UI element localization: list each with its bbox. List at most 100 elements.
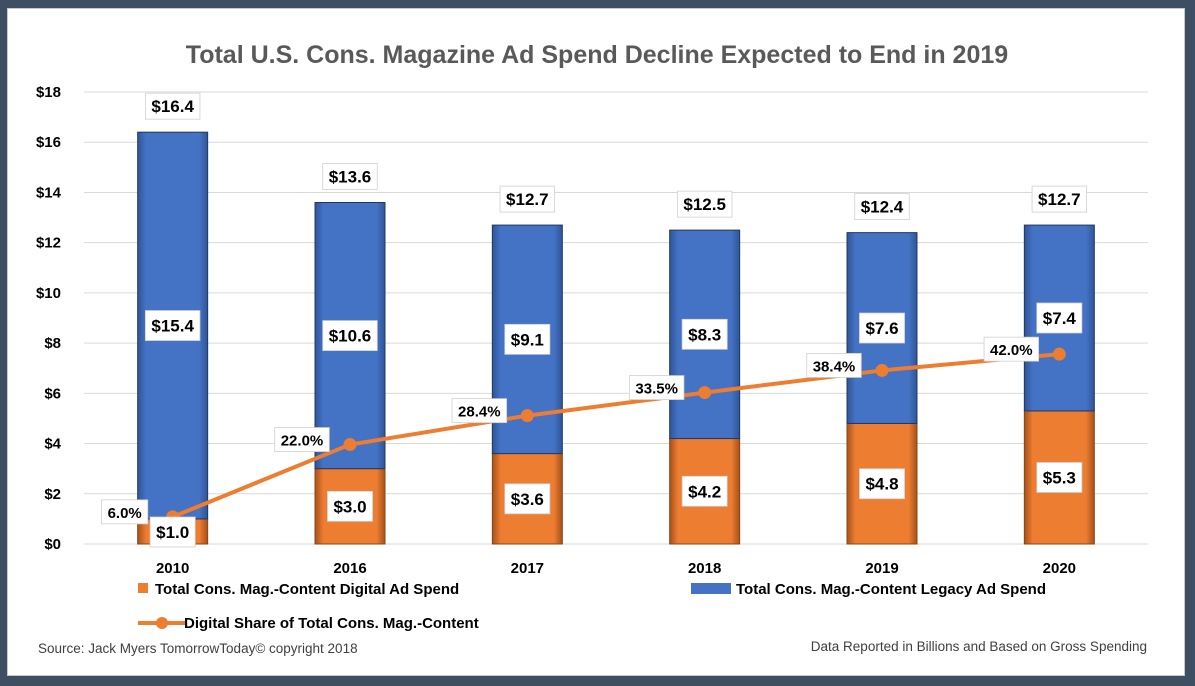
share-point-2016 <box>343 438 357 452</box>
digital-label-2010: $1.0 <box>149 516 196 548</box>
digital-label-2016-text: $3.0 <box>333 497 366 516</box>
digital-label-2016-box <box>327 490 373 522</box>
y-tick-label: $2 <box>44 486 61 503</box>
legacy-label-2010-text: $15.4 <box>151 317 194 336</box>
legacy-label-2016: $10.6 <box>322 320 378 351</box>
total-label-2019-box <box>854 193 910 221</box>
legacy-label-2020: $7.4 <box>1036 302 1083 334</box>
total-label-2020-text: $12.7 <box>1038 190 1081 209</box>
digital-label-2010-text: $1.0 <box>156 523 189 542</box>
gridlines <box>84 91 1148 545</box>
legacy-label-2020-box <box>1036 302 1083 334</box>
share-label-2016-box <box>274 427 330 452</box>
share-label-2018-box <box>628 375 685 400</box>
share-label-2016: 22.0% <box>274 427 330 452</box>
legacy-label-2010: $15.4 <box>144 310 201 341</box>
total-label-2016: $13.6 <box>322 163 378 190</box>
data-labels: $16.4 $15.4 $13.6 $10.6 $12.7 $9.1 $12.5 $8.3 $1… <box>101 92 1088 548</box>
x-tick-label: 2020 <box>1043 560 1076 577</box>
y-tick-label: $16 <box>36 134 61 151</box>
share-label-2010: 6.0% <box>101 499 149 525</box>
digital-label-2018: $4.2 <box>681 475 728 507</box>
legacy-label-2016-text: $10.6 <box>329 327 372 346</box>
legend-item-share: Digital Share of Total Cons. Mag.-Conten… <box>138 615 479 632</box>
digital-label-2018-box <box>681 475 728 507</box>
x-tick-label: 2010 <box>156 560 189 577</box>
share-label-2020-text: 42.0% <box>990 342 1033 359</box>
total-label-2019-text: $12.4 <box>861 198 904 217</box>
share-point-2018 <box>698 386 712 400</box>
total-label-2020: $12.7 <box>1031 185 1088 213</box>
y-tick-label: $10 <box>36 285 61 302</box>
chart-title: Total U.S. Cons. Magazine Ad Spend Decli… <box>186 41 1008 69</box>
total-label-2016-text: $13.6 <box>329 167 372 186</box>
legacy-label-2020-text: $7.4 <box>1043 309 1077 328</box>
x-tick-label: 2018 <box>688 560 721 577</box>
legacy-label-2019: $7.6 <box>859 312 905 344</box>
y-tick-label: $4 <box>44 436 61 453</box>
share-point-2020 <box>1052 347 1066 361</box>
legacy-label-2010-box <box>144 310 201 341</box>
total-label-2018-text: $12.5 <box>683 195 726 214</box>
total-label-2016-box <box>322 163 378 190</box>
digital-label-2010-box <box>149 516 196 548</box>
digital-label-2020-text: $5.3 <box>1043 468 1076 487</box>
y-tick-label: $14 <box>36 184 62 201</box>
share-label-2010-box <box>101 499 149 525</box>
total-label-2019: $12.4 <box>854 193 910 221</box>
total-label-2010: $16.4 <box>144 92 201 120</box>
legacy-label-2016-box <box>322 320 378 351</box>
units-note: Data Reported in Billions and Based on G… <box>811 639 1147 654</box>
total-label-2018: $12.5 <box>676 190 733 218</box>
share-label-2017-text: 28.4% <box>458 404 501 421</box>
share-label-2016-text: 22.0% <box>281 433 324 450</box>
legend-swatch-digital <box>138 583 148 593</box>
bars <box>137 131 1095 545</box>
total-label-2010-box <box>144 92 201 120</box>
share-label-2018-text: 33.5% <box>635 381 678 398</box>
legend-item-legacy: Total Cons. Mag.-Content Legacy Ad Spend <box>691 581 1046 598</box>
legend-label-share: Digital Share of Total Cons. Mag.-Conten… <box>184 615 479 632</box>
legacy-label-2017: $9.1 <box>504 323 551 355</box>
total-label-2017-text: $12.7 <box>506 190 549 209</box>
legend-marker-share <box>156 617 168 629</box>
share-label-2017: 28.4% <box>451 398 508 424</box>
share-point-2019 <box>875 363 889 377</box>
total-label-2010-text: $16.4 <box>151 97 194 116</box>
y-tick-label: $0 <box>44 536 61 553</box>
legend-swatch-legacy <box>691 583 731 594</box>
digital-label-2017: $3.6 <box>504 483 551 515</box>
digital-label-2019-box <box>859 468 905 500</box>
y-tick-label: $12 <box>36 235 61 252</box>
legacy-label-2018: $8.3 <box>681 318 728 350</box>
share-series-line <box>171 352 1060 519</box>
share-point-2017 <box>520 409 534 423</box>
share-label-2010-text: 6.0% <box>108 505 142 522</box>
legacy-label-2019-text: $7.6 <box>865 319 898 338</box>
total-label-2020-box <box>1031 185 1088 213</box>
legend-item-digital: Total Cons. Mag.-Content Digital Ad Spen… <box>138 581 459 598</box>
y-axis: $0 $2 $4 $6 $8 $10 $12 $14 $16 $18 <box>36 84 62 553</box>
x-tick-label: 2019 <box>865 560 898 577</box>
legacy-label-2017-box <box>504 323 551 355</box>
share-label-2019-text: 38.4% <box>813 358 856 375</box>
digital-label-2020: $5.3 <box>1036 462 1083 493</box>
chart-frame: Total U.S. Cons. Magazine Ad Spend Decli… <box>7 8 1185 676</box>
x-axis: 2010 2016 2017 2018 2019 2020 <box>156 560 1076 577</box>
y-tick-label: $18 <box>36 84 61 101</box>
legacy-label-2018-text: $8.3 <box>688 325 721 344</box>
total-label-2018-box <box>676 190 733 218</box>
digital-label-2020-box <box>1036 462 1083 493</box>
x-tick-label: 2016 <box>333 560 366 577</box>
digital-label-2019-text: $4.8 <box>865 475 898 494</box>
x-tick-label: 2017 <box>511 560 544 577</box>
legacy-label-2017-text: $9.1 <box>511 330 544 349</box>
digital-label-2018-text: $4.2 <box>688 482 721 501</box>
digital-label-2019: $4.8 <box>859 468 905 500</box>
legend: Total Cons. Mag.-Content Digital Ad Spen… <box>138 581 1046 632</box>
share-label-2018: 33.5% <box>628 375 685 400</box>
legacy-label-2018-box <box>681 318 728 350</box>
legend-label-digital: Total Cons. Mag.-Content Digital Ad Spen… <box>155 581 459 598</box>
legend-label-legacy: Total Cons. Mag.-Content Legacy Ad Spend <box>736 581 1046 598</box>
share-label-2019-box <box>806 353 862 378</box>
